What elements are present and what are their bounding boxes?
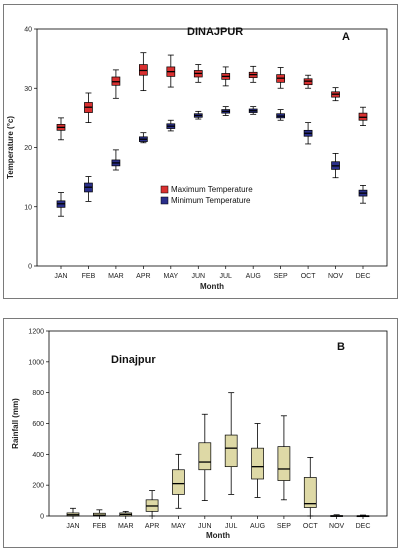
chart-title: DINAJPUR [187,26,243,38]
x-tick-label: OCT [303,523,319,530]
y-tick-label: 0 [28,264,32,271]
x-tick-label: DEC [356,523,371,530]
x-tick-label: DEC [356,273,371,280]
box [198,442,212,471]
x-tick-label: FEB [93,523,107,530]
panel-letter: A [342,31,350,43]
y-tick-label: 10 [24,204,32,211]
y-tick-label: 1200 [28,329,44,336]
box [277,446,291,481]
legend-swatch [160,185,169,194]
plot-frame [36,28,388,267]
chart-title: Dinajpur [111,354,156,366]
x-tick-label: MAY [171,523,186,530]
x-tick-label: JUN [198,523,212,530]
x-tick-label: NOV [329,523,345,530]
legend-label: Maximum Temperature [171,185,253,194]
x-tick-label: OCT [301,273,317,280]
temperature-boxplot: 0 10 20 30 40 JAN FEB MAR APR MAY JUN JUL AUG SEP OCT N… [6,26,388,291]
legend-label: Minimum Temperature [171,196,251,205]
x-tick-label: AUG [250,523,265,530]
y-tick-label: 400 [32,452,44,459]
box [172,469,185,495]
x-tick-label: AUG [246,273,261,280]
box [303,477,317,508]
y-tick-label: 600 [32,421,44,428]
y-axis-label: Temperature (°c) [6,116,15,179]
x-axis-label: Month [206,531,230,540]
x-tick-label: MAR [108,273,124,280]
x-tick-label: SEP [277,523,291,530]
x-tick-label: JUL [220,273,233,280]
x-tick-label: JAN [66,523,79,530]
x-tick-label: MAR [118,523,134,530]
rainfall-boxplot: 0 200 400 600 800 1000 1200 JAN FEB MAR APR MAY JUN J… [11,329,388,540]
y-tick-label: 30 [24,86,32,93]
x-tick-label: SEP [274,273,288,280]
x-tick-label: JAN [54,273,67,280]
x-tick-label: JUN [191,273,205,280]
x-tick-label: FEB [82,273,96,280]
x-axis-label: Month [200,282,224,291]
panel-letter: B [337,341,345,353]
y-tick-label: 200 [32,483,44,490]
y-tick-label: 0 [40,514,44,521]
box [251,447,264,480]
y-tick-label: 800 [32,390,44,397]
plot-frame [48,330,388,517]
y-tick-label: 20 [24,145,32,152]
x-tick-label: APR [136,273,150,280]
x-tick-label: NOV [328,273,344,280]
chart-panel-a: 0 10 20 30 40 JAN FEB MAR APR MAY JUN JUL AUG SEP OCT N… [3,4,398,299]
box [224,434,238,468]
x-tick-label: MAY [163,273,178,280]
y-axis-label: Rainfall (mm) [11,398,20,449]
y-tick-label: 40 [24,27,32,34]
y-tick-label: 1000 [28,359,44,366]
x-tick-label: JUL [225,523,238,530]
x-tick-label: APR [145,523,159,530]
chart-panel-b: 0 200 400 600 800 1000 1200 JAN FEB MAR APR MAY JUN J… [3,318,398,548]
legend-swatch [160,196,169,205]
